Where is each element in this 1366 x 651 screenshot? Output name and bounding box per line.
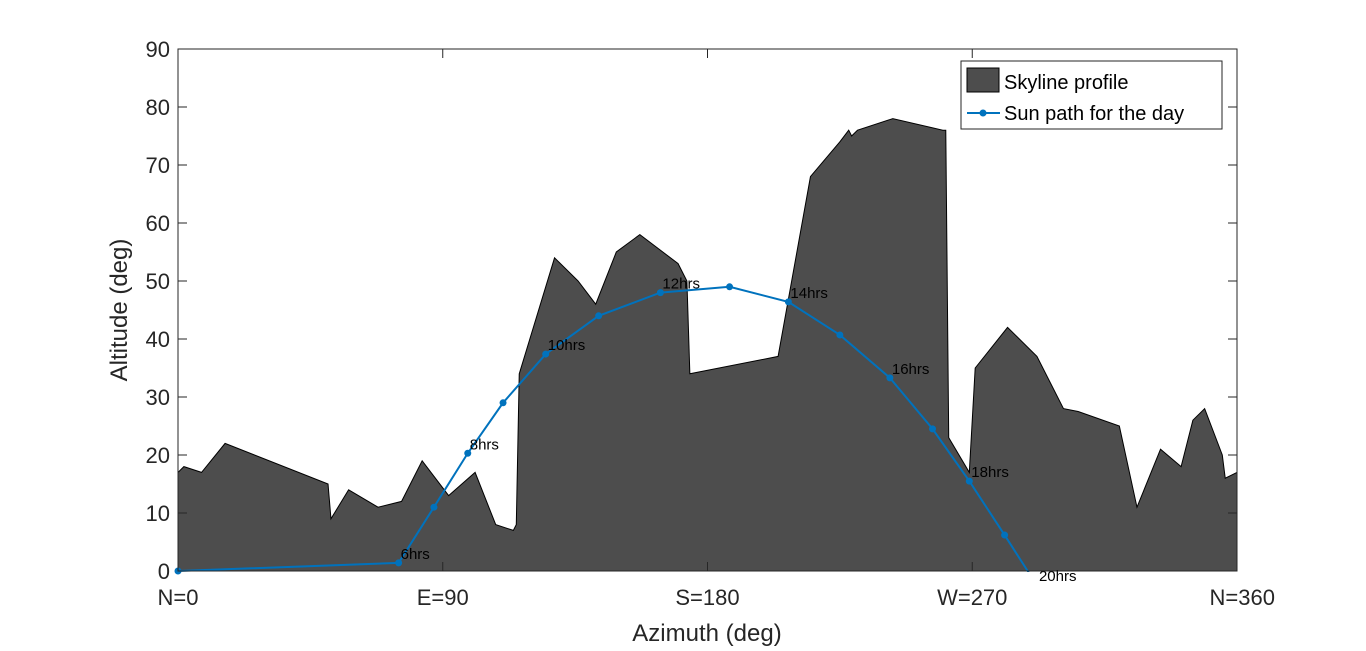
legend-sun-label: Sun path for the day	[1004, 103, 1184, 125]
hour-label: 18hrs	[971, 464, 1009, 481]
x-tick-label: E=90	[417, 585, 469, 610]
sun-path-point	[464, 449, 472, 457]
x-tick-label: S=180	[675, 585, 739, 610]
plot-area: 6hrs 8hrs 10hrs 12hrs 14hrs 16hrs 18hrs 20hrs	[174, 49, 1238, 585]
y-tick-label: 60	[146, 211, 170, 236]
sun-path-points	[174, 283, 1009, 575]
y-tick-label: 90	[146, 37, 170, 62]
sun-path-point	[784, 298, 792, 306]
x-axis-ticks: N=0 E=90 S=180 W=270 N=360	[158, 49, 1275, 610]
sun-path-point	[395, 559, 403, 567]
hour-label: 20hrs	[1039, 568, 1077, 585]
sun-path-point	[430, 503, 438, 511]
sun-path-point	[595, 312, 603, 320]
y-tick-label: 20	[146, 443, 170, 468]
hour-labels: 6hrs 8hrs 10hrs 12hrs 14hrs 16hrs 18hrs 20hrs	[401, 276, 1077, 585]
sun-path-point	[542, 350, 550, 358]
sun-path-point	[656, 289, 664, 297]
hour-label: 10hrs	[548, 337, 586, 354]
legend-skyline-swatch	[966, 67, 1000, 93]
sun-path-point	[886, 374, 894, 382]
sun-path-point	[726, 283, 734, 291]
legend-sun-marker	[979, 109, 987, 117]
sun-path-point	[1001, 531, 1009, 539]
sun-path-point	[836, 331, 844, 339]
y-tick-label: 10	[146, 501, 170, 526]
y-tick-label: 0	[158, 559, 170, 584]
y-tick-label: 70	[146, 153, 170, 178]
hour-label: 16hrs	[892, 361, 930, 378]
skyline-profile-area	[177, 118, 1238, 572]
x-axis-title: Azimuth (deg)	[632, 620, 781, 647]
y-axis-title: Altitude (deg)	[106, 239, 133, 382]
legend: Skyline profile Sun path for the day	[960, 60, 1223, 130]
hour-label: 8hrs	[470, 436, 499, 453]
y-axis-ticks: 0 10 20 30 40 50 60 70 80 90	[146, 37, 1237, 584]
sun-path-point	[499, 399, 507, 407]
legend-skyline-label: Skyline profile	[1004, 72, 1129, 94]
y-tick-label: 50	[146, 269, 170, 294]
legend-box	[960, 60, 1223, 130]
y-tick-label: 80	[146, 95, 170, 120]
x-tick-label: N=0	[158, 585, 199, 610]
hour-label: 14hrs	[790, 285, 828, 302]
hour-label: 12hrs	[662, 276, 700, 293]
sun-path-point	[929, 425, 937, 433]
x-tick-label: N=360	[1210, 585, 1275, 610]
x-tick-label: W=270	[937, 585, 1007, 610]
y-tick-label: 30	[146, 385, 170, 410]
hour-label: 6hrs	[401, 546, 430, 563]
y-tick-label: 40	[146, 327, 170, 352]
sun-path-point	[965, 477, 973, 485]
sun-path-line	[178, 285, 1030, 572]
